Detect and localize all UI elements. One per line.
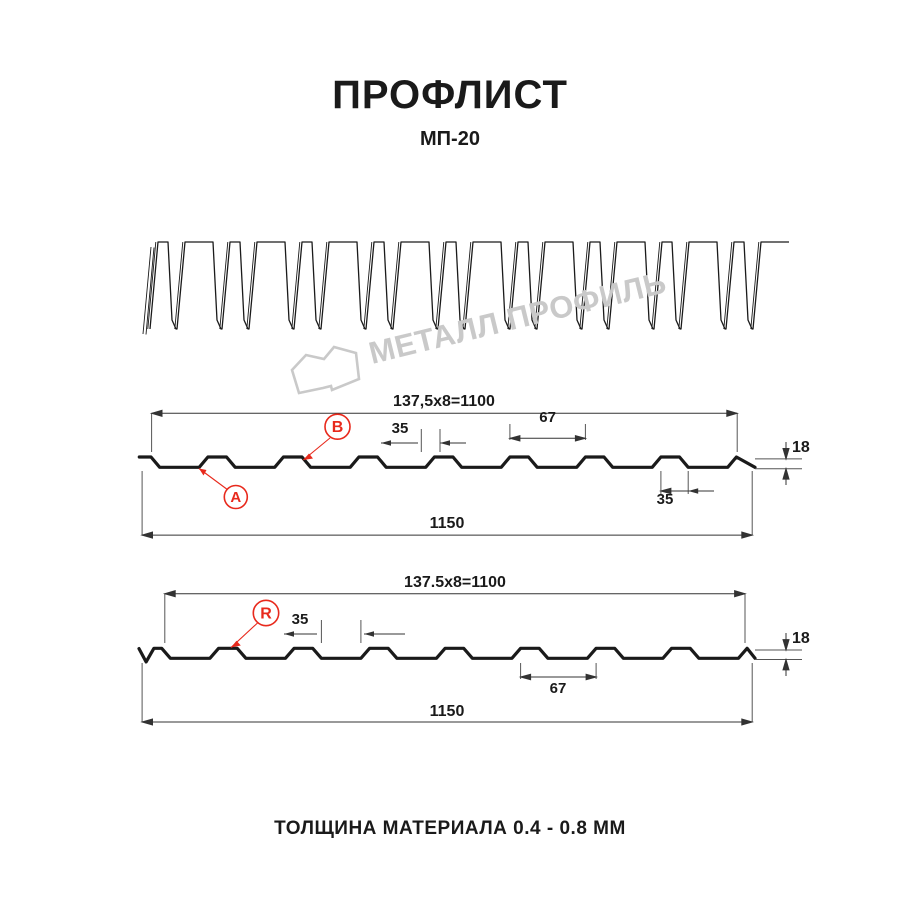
svg-text:B: B [332, 419, 344, 436]
svg-text:1150: 1150 [430, 703, 465, 720]
svg-text:35: 35 [392, 420, 409, 437]
svg-text:A: A [230, 489, 241, 506]
svg-text:R: R [260, 606, 272, 623]
svg-text:18: 18 [792, 630, 810, 647]
svg-text:67: 67 [550, 680, 567, 697]
svg-text:35: 35 [292, 611, 309, 628]
svg-text:1150: 1150 [430, 515, 465, 532]
svg-text:137,5x8=1100: 137,5x8=1100 [393, 393, 495, 410]
svg-text:137.5x8=1100: 137.5x8=1100 [404, 574, 506, 591]
svg-text:18: 18 [792, 439, 810, 456]
svg-text:67: 67 [539, 409, 556, 426]
svg-text:МЕТАЛЛ ПРОФИЛЬ: МЕТАЛЛ ПРОФИЛЬ [365, 265, 669, 371]
